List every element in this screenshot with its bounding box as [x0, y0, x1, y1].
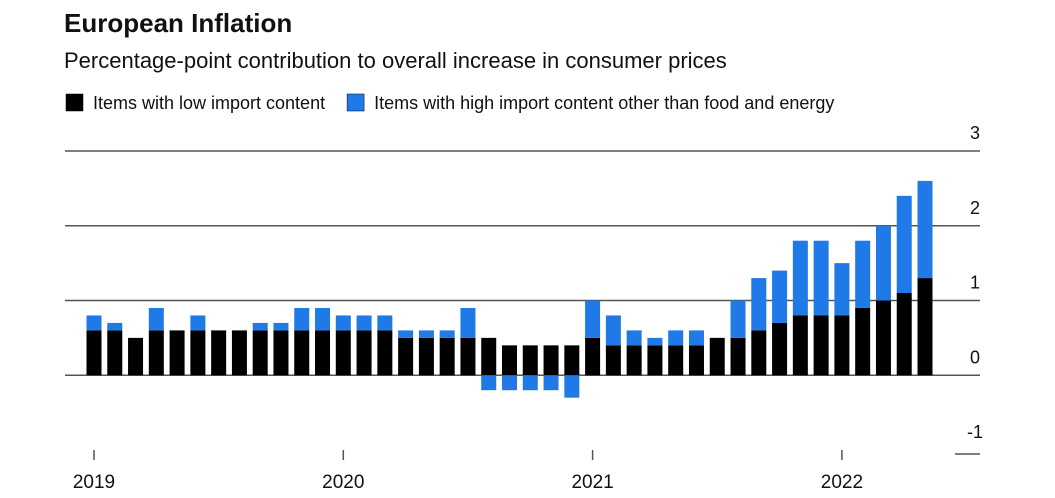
- bar: [315, 307, 331, 331]
- legend: Items with low import content Items with …: [65, 93, 834, 113]
- bar: [730, 337, 746, 376]
- bar: [481, 337, 497, 376]
- bar: [148, 330, 164, 376]
- bar: [522, 345, 538, 376]
- bar: [917, 278, 933, 376]
- bar: [460, 307, 476, 338]
- bar: [585, 337, 601, 376]
- bar: [834, 315, 850, 376]
- bar: [709, 337, 725, 376]
- legend-label: Items with low import content: [93, 93, 325, 113]
- bar: [772, 270, 788, 323]
- bar: [148, 307, 164, 331]
- bar: [647, 337, 663, 346]
- x-tick-label: 2022: [821, 472, 863, 493]
- bar: [398, 330, 414, 338]
- bar: [502, 375, 517, 391]
- bar: [834, 263, 850, 316]
- bar: [273, 330, 289, 376]
- bar: [273, 322, 289, 331]
- x-tick-label: 2020: [322, 472, 364, 493]
- y-tick-label: 0: [970, 347, 980, 367]
- bar: [86, 315, 102, 331]
- bar: [107, 330, 123, 376]
- bar: [668, 330, 684, 346]
- x-tick-label: 2021: [571, 472, 613, 493]
- bar: [855, 240, 871, 308]
- bar: [668, 345, 684, 376]
- bar: [585, 300, 601, 338]
- bar: [377, 330, 393, 376]
- bar: [107, 322, 123, 331]
- y-tick-label: -1: [967, 422, 983, 442]
- bar: [294, 330, 310, 376]
- bar: [875, 225, 891, 301]
- y-tick-label: 2: [970, 198, 980, 218]
- bar: [335, 330, 351, 376]
- bar: [855, 307, 871, 376]
- bar: [377, 315, 393, 331]
- bar: [439, 330, 455, 338]
- bar: [875, 300, 891, 376]
- bar: [356, 330, 372, 376]
- bar: [398, 337, 414, 376]
- bar: [543, 375, 559, 391]
- bar: [626, 345, 642, 376]
- bar: [626, 330, 642, 346]
- bar: [772, 322, 788, 376]
- bar: [335, 315, 351, 331]
- chart-subtitle: Percentage-point contribution to overall…: [64, 48, 727, 73]
- bar: [813, 315, 829, 376]
- bar: [252, 322, 268, 331]
- bar: [792, 315, 808, 376]
- bar: [128, 337, 144, 376]
- legend-swatch: [346, 93, 365, 112]
- chart-title: European Inflation: [64, 8, 292, 38]
- bar: [605, 345, 621, 376]
- bar: [792, 240, 808, 316]
- bar: [190, 315, 206, 331]
- y-tick-label: 1: [970, 273, 980, 293]
- bar: [564, 375, 580, 398]
- bar: [315, 330, 331, 376]
- bar: [647, 345, 663, 376]
- bar: [751, 278, 767, 331]
- bar: [502, 345, 517, 376]
- bar: [86, 330, 102, 376]
- bar: [730, 300, 746, 338]
- bar: [439, 337, 455, 376]
- legend-label: Items with high import content other tha…: [374, 93, 834, 113]
- bar: [896, 293, 912, 376]
- bar: [564, 345, 580, 376]
- bar: [543, 345, 559, 376]
- bar: [917, 180, 933, 279]
- x-tick-label: 2019: [73, 472, 115, 493]
- bar: [211, 330, 227, 376]
- bar: [294, 307, 310, 331]
- bar: [751, 330, 767, 376]
- bar: [896, 195, 912, 294]
- legend-swatch: [65, 93, 84, 112]
- bar: [418, 337, 434, 376]
- bar: [231, 330, 247, 376]
- bar: [169, 330, 185, 376]
- bar: [481, 375, 497, 391]
- bar: [190, 330, 206, 376]
- bar: [813, 240, 829, 316]
- bar: [460, 337, 476, 376]
- bar: [522, 375, 538, 391]
- bar: [688, 330, 704, 346]
- bar: [418, 330, 434, 338]
- bar: [356, 315, 372, 331]
- bar: [688, 345, 704, 376]
- y-tick-label: 3: [970, 123, 980, 143]
- bar: [605, 315, 621, 346]
- bar: [252, 330, 268, 376]
